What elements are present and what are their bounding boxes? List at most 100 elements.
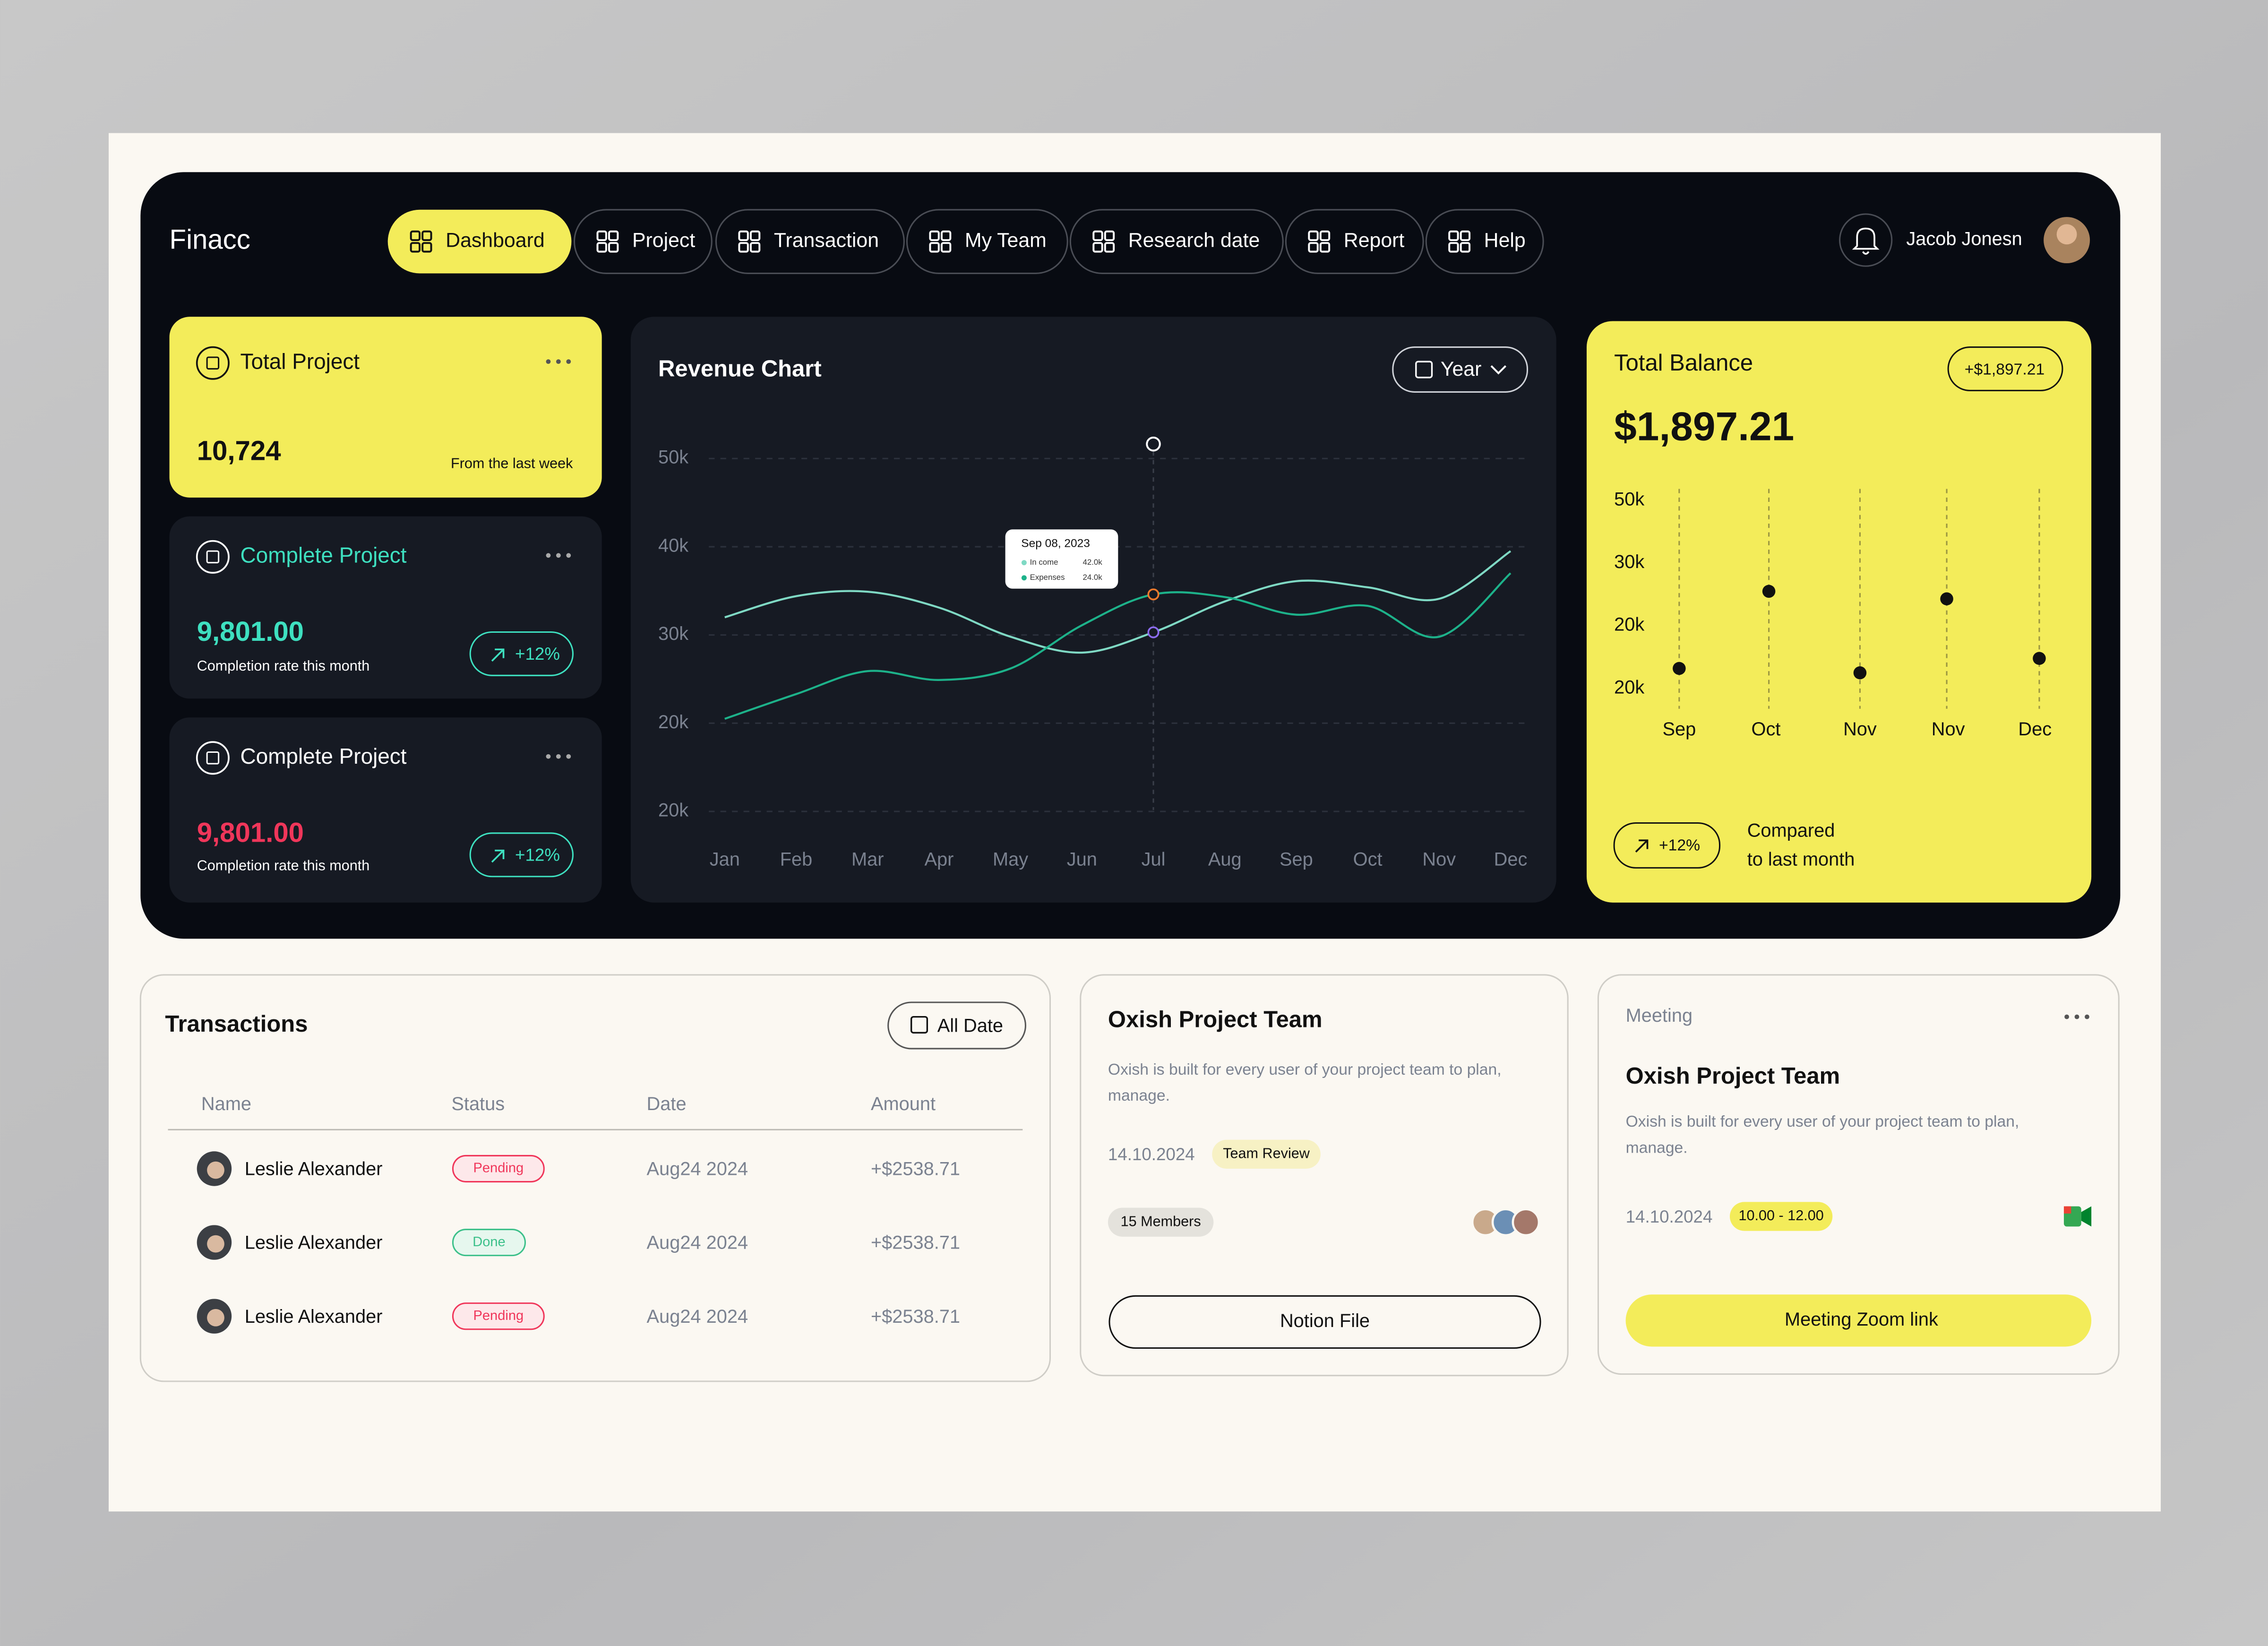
- tooltip-series: Expenses: [1030, 573, 1065, 582]
- revenue-line: [724, 572, 1512, 720]
- y-axis-label: 40k: [658, 535, 688, 556]
- icon-square: [929, 242, 940, 253]
- point-marker: [1147, 588, 1160, 601]
- change-label: +12%: [515, 644, 560, 664]
- row-name: Leslie Alexander: [245, 1232, 383, 1253]
- row-amount: +$2538.71: [871, 1159, 960, 1180]
- y-axis-label: 20k: [658, 712, 688, 733]
- stat-value: 9,801.00: [197, 616, 304, 647]
- stat-icon-glyph: [206, 356, 220, 370]
- tooltip-dot: [1021, 575, 1027, 581]
- card-title: Oxish Project Team: [1626, 1063, 1840, 1089]
- stat-card: [169, 317, 602, 498]
- row-name: Leslie Alexander: [245, 1306, 383, 1327]
- avatar-face: [2056, 224, 2077, 245]
- nav-pill[interactable]: [906, 209, 1068, 274]
- column-header: Amount: [871, 1094, 936, 1114]
- zoom-button[interactable]: [1625, 1294, 2092, 1347]
- stat-card: [169, 717, 602, 903]
- x-axis-label: Aug: [1208, 849, 1242, 870]
- more-dot: [2074, 1014, 2079, 1019]
- nav-label: My Team: [965, 229, 1047, 251]
- change-label: +12%: [515, 845, 560, 865]
- nav-label: Transaction: [774, 229, 879, 251]
- icon-square: [1092, 230, 1103, 241]
- filter-label: All Date: [937, 1016, 1003, 1036]
- status-pill: [452, 1229, 526, 1257]
- date-filter[interactable]: [887, 1001, 1026, 1050]
- x-axis-label: Apr: [924, 849, 954, 870]
- nav-pill[interactable]: [1069, 209, 1284, 274]
- badge-label: +$1,897.21: [1965, 361, 2045, 378]
- y-axis-label: 30k: [658, 623, 688, 644]
- icon-square: [1092, 242, 1103, 253]
- icon-square: [608, 230, 619, 241]
- icon-square: [749, 230, 761, 241]
- description: Oxish is built for every user of your pr…: [1108, 1061, 1502, 1105]
- x-axis-label: Oct: [1353, 849, 1383, 870]
- bell-button[interactable]: [1839, 213, 1893, 267]
- x-axis-label: Sep: [1280, 849, 1313, 870]
- balance-amount: $1,897.21: [1614, 404, 1794, 449]
- button-label: Meeting Zoom link: [1785, 1309, 1938, 1330]
- x-axis-label: Sep: [1662, 719, 1696, 740]
- more-dot: [566, 754, 571, 759]
- icon-square: [940, 230, 952, 241]
- status-label: Done: [472, 1234, 505, 1250]
- x-axis-label: Dec: [1494, 849, 1528, 870]
- nav-pill[interactable]: [574, 209, 713, 274]
- more-dot: [556, 553, 561, 558]
- tag-label: Team Review: [1223, 1145, 1310, 1161]
- stat-icon: [196, 540, 230, 574]
- icon-square: [1319, 230, 1331, 241]
- point-marker: [1147, 626, 1160, 638]
- nav-pill[interactable]: [1285, 209, 1424, 274]
- nav-label: Project: [632, 229, 695, 251]
- nav-pill[interactable]: [1425, 209, 1544, 274]
- stat-card: [169, 516, 602, 699]
- status-label: Pending: [473, 1308, 524, 1323]
- card-title: Oxish Project Team: [1108, 1007, 1323, 1033]
- description: Oxish is built for every user of your pr…: [1625, 1113, 2019, 1157]
- stat-title: Complete Project: [241, 543, 407, 567]
- meet-icon-tip: [2081, 1206, 2092, 1227]
- more-dot: [2085, 1014, 2089, 1019]
- y-axis-label: 50k: [1614, 489, 1644, 509]
- icon-square: [738, 242, 749, 253]
- more-dot: [556, 754, 561, 759]
- more-dot: [546, 754, 551, 759]
- icon-square: [410, 242, 421, 253]
- change-pill: [1613, 822, 1721, 869]
- column-header: Name: [201, 1094, 251, 1114]
- balance-badge: [1947, 346, 2063, 391]
- arrow-icon: [491, 648, 505, 662]
- filter-label: Year: [1441, 358, 1482, 380]
- change-pill: [469, 631, 574, 676]
- icon-square: [1448, 242, 1459, 253]
- notion-button[interactable]: [1108, 1295, 1541, 1349]
- icon-square: [1319, 242, 1331, 253]
- year-filter[interactable]: [1392, 346, 1529, 393]
- status-pill: [452, 1155, 545, 1183]
- nav-label: Dashboard: [446, 229, 545, 251]
- icon-square: [421, 230, 432, 241]
- more-dot: [566, 359, 571, 364]
- member-avatar: [1512, 1208, 1540, 1237]
- calendar-icon: [910, 1016, 928, 1034]
- compare-text: Compared: [1747, 820, 1835, 841]
- x-axis-label: Jul: [1142, 849, 1166, 870]
- icon-square: [1448, 230, 1459, 241]
- nav-label: Report: [1344, 229, 1405, 251]
- calendar-icon: [1415, 361, 1433, 379]
- chevron: [1490, 365, 1506, 375]
- change-label: +12%: [1659, 836, 1700, 854]
- balance-dot: [1940, 592, 1953, 605]
- nav-pill[interactable]: [715, 209, 905, 274]
- nav-pill[interactable]: [387, 209, 572, 274]
- icon-square: [929, 230, 940, 241]
- stat-note: From the last week: [451, 456, 573, 472]
- row-date: Aug24 2024: [647, 1232, 748, 1253]
- stat-icon-glyph: [206, 550, 220, 564]
- x-axis-label: Oct: [1752, 719, 1781, 740]
